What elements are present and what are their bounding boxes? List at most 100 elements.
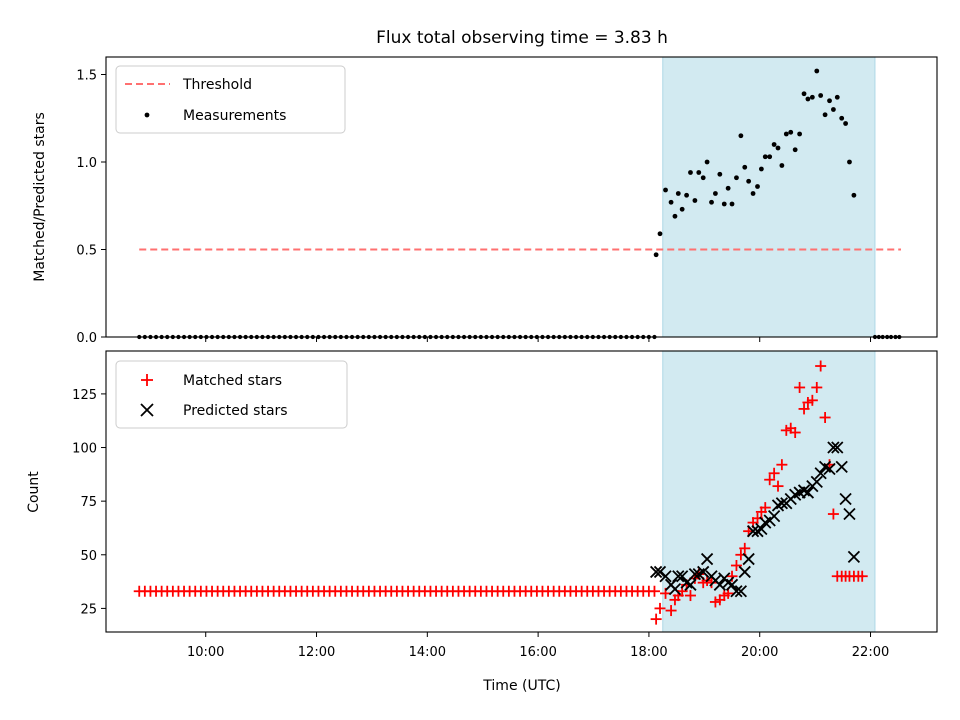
measurement-point [709,199,714,205]
predicted-point-b [818,460,832,473]
measurement-point [755,184,760,189]
measurement-point [713,191,718,196]
matched-point [684,590,696,602]
panel-bottom-ylabel: Count [26,471,42,513]
x-tick-label: 20:00 [741,645,778,660]
y-tick-label: 0.5 [76,244,97,259]
predicted-point-b [738,565,751,579]
panel-top-ylabel: Matched/Predicted stars [32,112,48,282]
matched-point [819,411,831,423]
measurement-point [675,191,681,196]
measurement-point [814,68,820,74]
observing-window-top [662,56,876,338]
panel-top-legend: Threshold Measurements [115,65,346,134]
matched-point [798,403,810,415]
x-tick-label: 16:00 [519,645,556,660]
measurement-point [801,91,807,97]
measurement-point [775,145,781,151]
measurement-point [779,163,785,168]
predicted-point [734,585,748,598]
matched-point [665,605,677,617]
measurement-point [783,131,789,137]
y-tick-label: 0.0 [76,331,97,346]
measurement-point [742,164,748,170]
measurement-point [767,154,773,160]
measurement-point [746,178,752,184]
measurement-point [663,187,668,193]
measurement-point [818,93,824,98]
y-tick-label: 125 [72,388,97,403]
predicted-point-b [847,550,861,564]
predicted-point-b [676,570,689,583]
legend-matched-label: Matched stars [183,373,282,389]
measurement-point [725,185,731,191]
y-tick-label: 25 [80,602,97,617]
predicted-point [649,565,663,579]
y-tick-label: 50 [80,549,97,564]
predicted-point-b [823,462,836,476]
predicted-point [827,441,840,454]
matched-point [648,585,660,597]
panel-bottom-frame [105,350,938,633]
predicted-point-b [797,484,811,497]
measurement-point [657,231,663,237]
panel-bottom-data [133,360,868,625]
measurement-point [834,94,840,100]
predicted-point-b [730,585,743,598]
predicted-point-b [839,492,852,506]
predicted-point [835,460,848,473]
predicted-point-b [684,578,697,591]
measurement-point [822,112,828,118]
measurement-point [805,96,811,102]
matched-point [768,467,780,479]
measurement-point [827,98,832,104]
legend-predicted-swatch [140,403,154,417]
panel-bottom-x-ticks: 10:00 12:00 14:00 16:00 18:00 20:00 22:00 [187,632,889,660]
predicted-point-b [700,552,714,566]
predicted-point-b [722,576,735,589]
predicted-point [831,441,844,454]
legend-top-box [115,65,346,134]
predicted-point [738,565,751,579]
panel-bottom: 25 50 75 100 125 10:00 12:00 14:00 16:00 18:00 20… [26,350,938,660]
y-tick-label: 100 [72,442,97,457]
matched-point [815,360,827,372]
y-tick-label: 75 [80,495,97,510]
measurement-point [788,129,794,135]
measurement-point [717,171,723,177]
x-tick-label: 10:00 [187,645,224,660]
matched-point [827,508,839,520]
measurement-point [847,159,852,165]
measurement-point [672,213,678,219]
y-tick-label: 1.0 [76,156,97,171]
predicted-point-b [649,565,663,579]
predicted-point-b [831,441,844,454]
measurement-point [762,154,768,160]
matched-point [789,427,801,439]
predicted-point [672,570,685,583]
matched-point [759,502,771,514]
measurement-point [653,252,659,258]
matched-point [856,570,868,582]
measurement-point [809,94,815,100]
predicted-point-b [713,578,726,591]
legend-measurements-label: Measurements [183,108,286,124]
matched-point [730,560,742,572]
legend-threshold-label: Threshold [182,77,252,93]
predicted-point [697,565,710,579]
predicted-point-b [814,467,827,480]
predicted-point [668,582,682,596]
panel-top-x-ticks [205,337,872,342]
measurement-point [729,201,735,207]
predicted-point-b [742,552,755,566]
matched-point [650,613,662,625]
predicted-point [767,510,781,523]
panel-top-y-ticks: 0.0 0.5 1.0 1.5 [76,69,106,346]
predicted-point-b [827,441,840,454]
legend-bottom-box [115,360,348,429]
predicted-point [843,507,856,521]
predicted-point [700,552,714,566]
x-tick-label: 22:00 [852,645,889,660]
x-tick-label: 18:00 [630,645,667,660]
predicted-point [730,585,743,598]
